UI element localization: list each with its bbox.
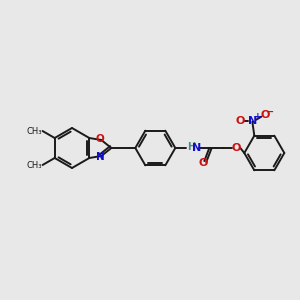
Text: O: O (199, 158, 208, 168)
Text: CH₃: CH₃ (26, 127, 42, 136)
Text: N: N (192, 143, 201, 153)
Text: CH₃: CH₃ (26, 160, 42, 169)
Text: −: − (266, 107, 274, 117)
Text: O: O (236, 116, 245, 126)
Text: O: O (96, 134, 105, 143)
Text: H: H (187, 142, 195, 152)
Text: N: N (96, 152, 105, 163)
Text: O: O (261, 110, 270, 120)
Text: +: + (254, 112, 261, 121)
Text: N: N (248, 116, 257, 126)
Text: O: O (232, 143, 241, 153)
